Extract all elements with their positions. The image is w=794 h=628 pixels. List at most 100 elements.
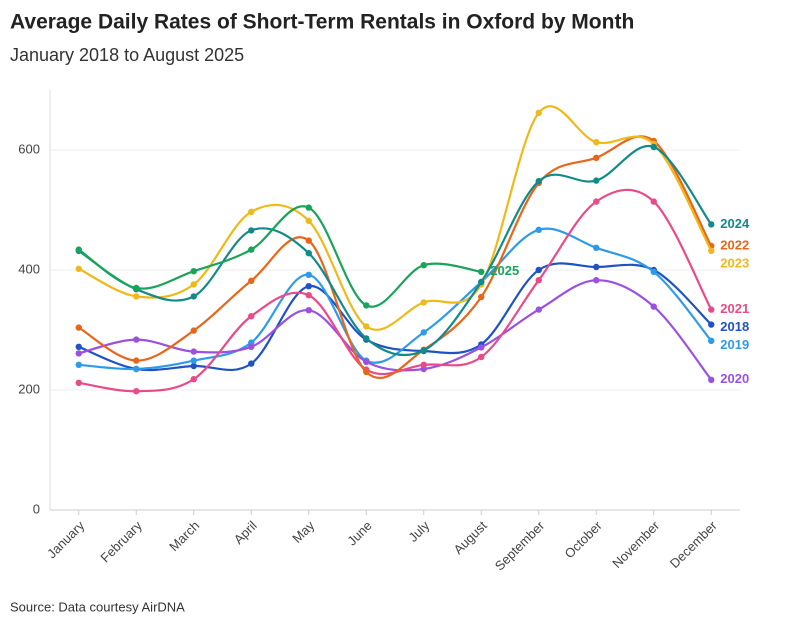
point — [708, 221, 715, 228]
point — [305, 250, 312, 257]
point — [363, 358, 370, 365]
point — [305, 283, 312, 290]
point — [420, 347, 427, 354]
point — [363, 335, 370, 342]
chart-title: Average Daily Rates of Short-Term Rental… — [10, 11, 634, 34]
point — [478, 344, 485, 351]
point — [593, 263, 600, 271]
point — [190, 362, 197, 370]
point — [133, 336, 140, 343]
point — [305, 292, 312, 299]
series-label: 2024 — [720, 216, 750, 231]
point — [363, 368, 370, 376]
point — [535, 226, 542, 233]
point — [708, 321, 715, 328]
point — [650, 198, 657, 205]
x-tick-label: January — [44, 518, 88, 562]
point — [650, 303, 657, 310]
point — [420, 361, 427, 368]
point — [305, 204, 312, 211]
series-line — [78, 105, 713, 331]
point — [420, 329, 427, 336]
point — [190, 348, 197, 355]
point — [535, 178, 542, 185]
y-tick-label: 600 — [18, 141, 40, 156]
point — [650, 143, 657, 151]
x-tick-label: December — [667, 517, 720, 570]
point — [190, 376, 197, 383]
point — [478, 268, 485, 275]
point — [593, 154, 600, 161]
x-tick-label: November — [609, 517, 662, 570]
point — [650, 268, 657, 275]
point — [133, 365, 140, 373]
point — [305, 217, 312, 224]
point — [133, 388, 140, 395]
series-label: 2021 — [720, 301, 749, 316]
point — [75, 265, 82, 272]
point — [420, 262, 427, 269]
point — [535, 306, 542, 313]
series-line — [78, 135, 713, 379]
x-tick-label: September — [492, 517, 548, 573]
x-tick-label: August — [451, 518, 490, 557]
point — [363, 302, 370, 309]
point — [133, 357, 140, 364]
series-label: 2020 — [720, 371, 749, 386]
point — [420, 299, 427, 306]
point — [593, 244, 600, 251]
point — [133, 293, 140, 300]
series-label: 2023 — [720, 255, 749, 270]
point — [305, 271, 312, 278]
point — [593, 177, 600, 184]
point — [248, 343, 255, 350]
point — [75, 361, 82, 368]
series-label: 2018 — [720, 319, 749, 334]
x-tick-label: February — [97, 518, 145, 566]
source: Source: Data courtesy AirDNA — [10, 599, 185, 614]
series-line — [78, 205, 482, 308]
x-tick-label: May — [289, 518, 317, 546]
y-tick-label: 400 — [18, 261, 40, 276]
series-line — [78, 144, 713, 357]
point — [305, 307, 312, 314]
point — [248, 360, 255, 367]
point — [248, 227, 255, 234]
point — [478, 293, 485, 301]
point — [75, 324, 82, 331]
point — [363, 323, 370, 330]
point — [75, 246, 82, 253]
point — [593, 277, 600, 284]
point — [478, 278, 485, 286]
point — [708, 306, 715, 313]
point — [75, 350, 82, 357]
point — [248, 246, 255, 253]
point — [190, 293, 197, 300]
point — [478, 353, 485, 361]
point — [248, 208, 255, 215]
x-tick-label: October — [561, 517, 605, 561]
point — [190, 327, 197, 334]
chart-subtitle: January 2018 to August 2025 — [10, 45, 244, 65]
series-label: 2022 — [720, 237, 749, 252]
point — [133, 284, 140, 292]
point — [248, 277, 255, 284]
point — [708, 247, 715, 254]
point — [535, 266, 542, 274]
point — [305, 237, 312, 244]
y-tick-label: 200 — [18, 381, 40, 396]
x-tick-label: June — [344, 518, 375, 549]
point — [593, 198, 600, 205]
point — [248, 313, 255, 320]
point — [190, 357, 197, 364]
point — [75, 379, 82, 386]
x-tick-label: April — [231, 518, 260, 547]
series-label: 2025 — [490, 263, 519, 278]
point — [535, 109, 542, 117]
point — [190, 268, 197, 275]
point — [190, 281, 197, 288]
y-tick-label: 0 — [33, 501, 40, 516]
series-label: 2019 — [720, 337, 749, 352]
point — [75, 343, 82, 350]
